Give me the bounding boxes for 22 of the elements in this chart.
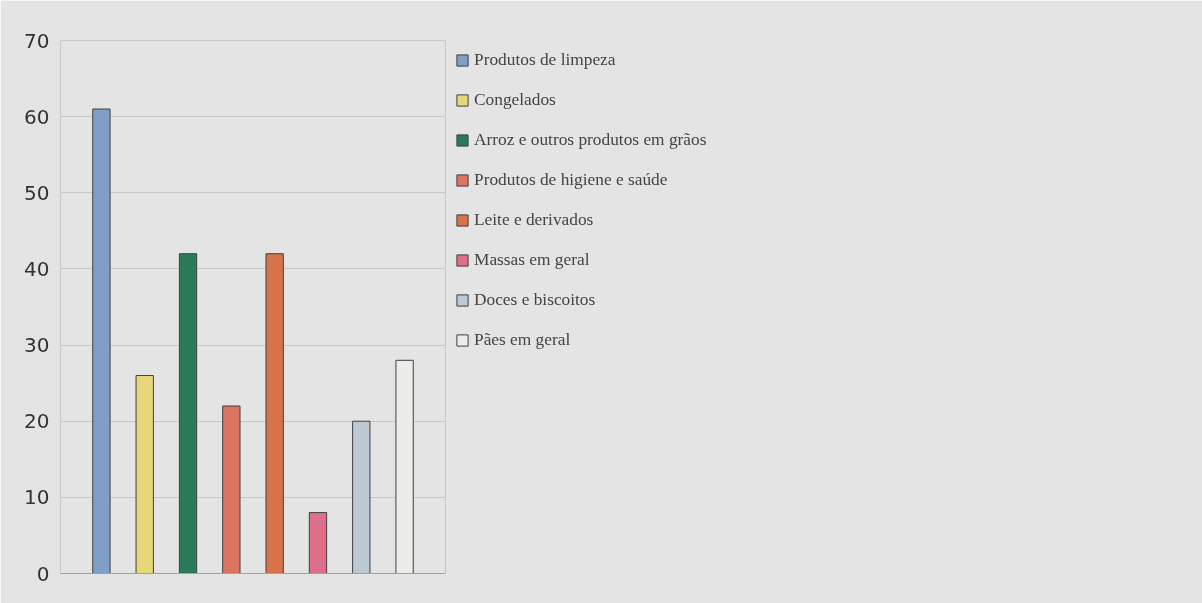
bar: [265, 253, 284, 574]
bar: [92, 108, 111, 574]
bar: [308, 512, 328, 574]
legend-label: Doces e biscoitos: [474, 290, 596, 310]
legend-label: Pães em geral: [474, 330, 571, 350]
legend-label: Arroz e outros produtos em grãos: [474, 130, 707, 150]
bar: [222, 405, 241, 574]
y-tick-label: 10: [24, 485, 50, 510]
bar: [135, 375, 154, 574]
bar: [178, 253, 198, 574]
legend-label: Massas em geral: [474, 250, 590, 270]
legend-label: Produtos de limpeza: [474, 50, 616, 70]
y-tick-label: 0: [36, 561, 50, 586]
y-tick-label: 70: [24, 28, 50, 53]
legend-label: Leite e derivados: [474, 210, 594, 230]
y-tick-label: 60: [24, 104, 50, 129]
y-tick-label: 50: [24, 180, 50, 205]
legend-label: Congelados: [474, 90, 556, 110]
y-tick-label: 30: [24, 333, 50, 358]
y-tick-label: 20: [24, 409, 50, 434]
legend-label: Produtos de higiene e saúde: [474, 170, 668, 190]
y-tick-label: 40: [24, 256, 50, 281]
